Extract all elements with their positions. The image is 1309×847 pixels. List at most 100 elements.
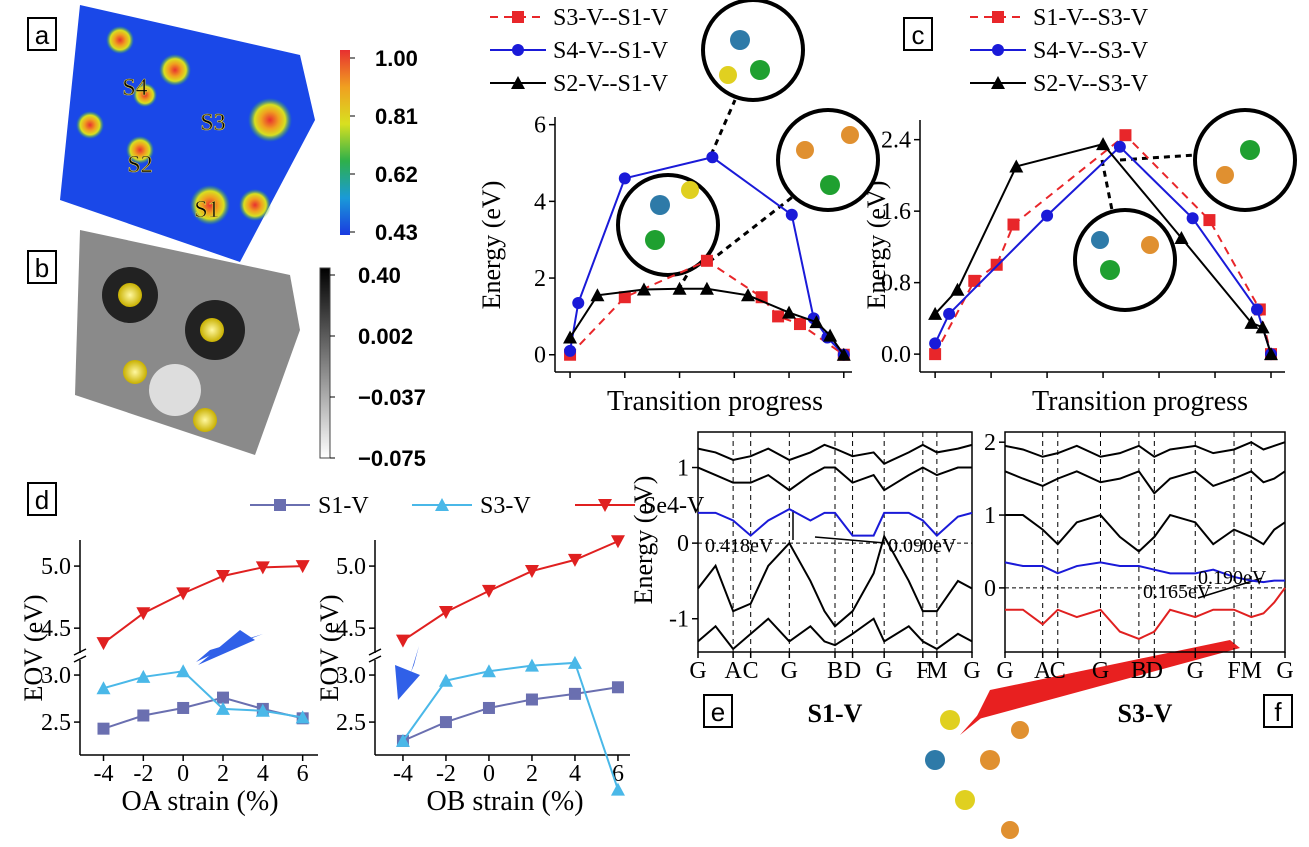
legend-label: S4-V--S3-V <box>1033 38 1149 64</box>
x-tick-label: F <box>1227 658 1240 684</box>
colorbar-a <box>340 50 350 235</box>
x-tick-label: 2 <box>217 761 229 787</box>
marker <box>611 535 625 548</box>
y-axis-title: Energy (eV) <box>629 476 658 605</box>
marker <box>97 637 111 650</box>
marker <box>440 716 452 728</box>
marker <box>569 688 581 700</box>
x-tick-label: G <box>1092 658 1109 684</box>
marker <box>1114 141 1126 153</box>
panel-label: d <box>35 485 49 515</box>
annotation: 0.090eV <box>888 535 957 557</box>
x-tick-label: 2 <box>526 761 538 787</box>
figure: abcdefS4S3S2S11.000.810.620.430.400.002−… <box>0 0 1309 847</box>
map-b <box>75 230 300 455</box>
x-axis-title: Transition progress <box>1032 386 1248 417</box>
series-line <box>403 541 618 640</box>
legend-label: S2-V--S3-V <box>1033 71 1149 97</box>
series-line <box>1005 515 1285 551</box>
series-line <box>1005 442 1285 457</box>
marker <box>217 692 229 704</box>
annotation: 0.165eV <box>1143 581 1212 603</box>
colorbar-label: 1.00 <box>375 46 418 71</box>
series-line <box>1005 471 1285 493</box>
marker <box>98 723 110 735</box>
band-title: S1-V <box>808 699 863 728</box>
colorbar-label: 0.002 <box>358 324 413 349</box>
marker <box>1251 303 1263 315</box>
marker <box>782 306 796 319</box>
x-tick-label: 4 <box>257 761 269 787</box>
marker <box>1187 212 1199 224</box>
marker <box>612 681 624 693</box>
map-a <box>60 5 315 262</box>
y-tick-label: 0 <box>984 576 996 602</box>
colorbar-label: 0.62 <box>375 162 418 187</box>
inset <box>618 0 1295 310</box>
marker <box>619 172 631 184</box>
marker <box>951 283 965 296</box>
legend-marker <box>512 11 524 23</box>
x-axis-title: OA strain (%) <box>121 786 278 817</box>
x-tick-label: -2 <box>133 761 153 787</box>
colorbar-b <box>320 268 330 458</box>
y-tick-label: -1 <box>669 607 689 633</box>
marker <box>1096 137 1110 150</box>
marker <box>929 348 941 360</box>
marker <box>772 310 784 322</box>
y-tick-label: 2 <box>534 266 546 292</box>
y-tick-label: 2.5 <box>41 710 71 736</box>
marker <box>786 209 798 221</box>
marker <box>706 151 718 163</box>
x-tick-label: C <box>1050 658 1066 684</box>
marker <box>794 318 806 330</box>
marker <box>1041 210 1053 222</box>
marker <box>137 709 149 721</box>
marker <box>563 330 577 343</box>
y-tick-label: 6 <box>534 113 546 139</box>
legend-label: S1-V--S3-V <box>1033 5 1149 31</box>
legend-label: S2-V--S1-V <box>553 71 669 97</box>
x-tick-label: 0 <box>177 761 189 787</box>
x-tick-label: B <box>827 658 843 684</box>
marker <box>136 607 150 620</box>
legend-label: S1-V <box>318 493 369 519</box>
y-axis-title: EOV (eV) <box>315 594 344 701</box>
y-tick-label: 2 <box>984 430 996 456</box>
marker <box>176 587 190 600</box>
marker <box>483 702 495 714</box>
annotation: 0.418eV <box>705 535 774 557</box>
x-tick-label: 0 <box>483 761 495 787</box>
panel-label: e <box>711 697 725 727</box>
series-line <box>570 261 844 355</box>
y-tick-label: 1 <box>984 503 996 529</box>
x-tick-label: M <box>1241 658 1262 684</box>
legend-marker <box>992 44 1004 56</box>
x-tick-label: 4 <box>569 761 581 787</box>
x-tick-label: A <box>724 658 742 684</box>
x-tick-label: -2 <box>436 761 456 787</box>
x-tick-label: G <box>1187 658 1204 684</box>
panel-label: b <box>35 253 49 283</box>
marker <box>396 635 410 648</box>
colorbar-label: 0.81 <box>375 104 418 129</box>
x-tick-label: G <box>689 658 706 684</box>
x-tick-label: D <box>844 658 861 684</box>
marker <box>439 606 453 619</box>
y-tick-label: 1 <box>677 456 689 482</box>
marker <box>943 308 955 320</box>
colorbar-label: −0.075 <box>358 446 426 471</box>
y-axis-title: Energy (eV) <box>862 181 891 310</box>
colorbar-label: 0.40 <box>358 263 401 288</box>
y-axis-title: Energy (eV) <box>477 181 506 310</box>
legend-marker <box>274 499 286 511</box>
legend-label: S3-V--S1-V <box>553 5 669 31</box>
x-tick-label: -4 <box>94 761 114 787</box>
marker <box>929 337 941 349</box>
atom-label: S3 <box>200 110 225 136</box>
atom-label: S1 <box>194 197 219 223</box>
x-tick-label: -4 <box>393 761 413 787</box>
x-tick-label: B <box>1131 658 1147 684</box>
marker <box>701 255 713 267</box>
marker <box>482 585 496 598</box>
